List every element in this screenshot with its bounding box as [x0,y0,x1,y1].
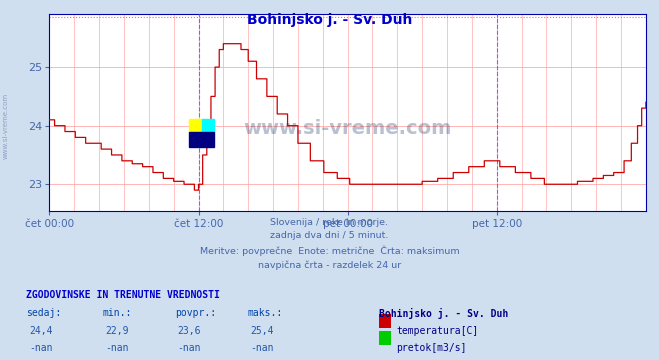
Text: www.si-vreme.com: www.si-vreme.com [2,93,9,159]
Text: -nan: -nan [105,343,129,353]
Text: -nan: -nan [250,343,273,353]
Text: 22,9: 22,9 [105,326,129,336]
Bar [189,131,214,147]
Text: min.:: min.: [102,308,132,318]
Text: ZGODOVINSKE IN TRENUTNE VREDNOSTI: ZGODOVINSKE IN TRENUTNE VREDNOSTI [26,290,220,300]
Text: temperatura[C]: temperatura[C] [396,326,478,336]
Text: www.si-vreme.com: www.si-vreme.com [243,119,452,138]
Text: -nan: -nan [177,343,201,353]
Text: Bohinjsko j. - Sv. Duh: Bohinjsko j. - Sv. Duh [247,13,412,27]
Text: sedaj:: sedaj: [26,308,61,318]
Bar [202,119,214,131]
Text: Slovenija / reke in morje.
zadnja dva dni / 5 minut.
Meritve: povprečne  Enote: : Slovenija / reke in morje. zadnja dva dn… [200,218,459,270]
Text: Bohinjsko j. - Sv. Duh: Bohinjsko j. - Sv. Duh [379,308,508,319]
Text: povpr.:: povpr.: [175,308,215,318]
Text: pretok[m3/s]: pretok[m3/s] [396,343,467,353]
Text: 25,4: 25,4 [250,326,273,336]
Text: maks.:: maks.: [247,308,282,318]
Text: 24,4: 24,4 [29,326,53,336]
Bar [189,119,202,131]
Text: 23,6: 23,6 [177,326,201,336]
Text: -nan: -nan [29,343,53,353]
